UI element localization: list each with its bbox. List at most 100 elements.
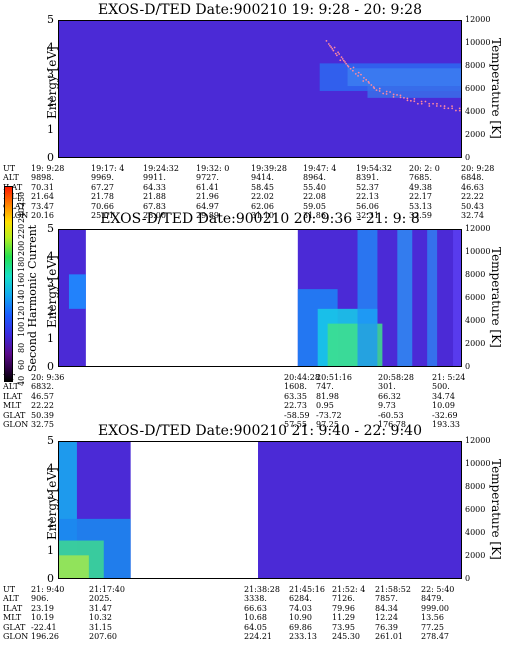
y-tick-3-3: 3 [47, 489, 54, 503]
spectrogram-1 [59, 21, 461, 157]
ephem-value-3-6-5: 278.47 [421, 632, 449, 641]
temperature-trace [406, 97, 409, 100]
ephem-value-3-6-2: 999.00 [421, 603, 449, 613]
temperature-trace [406, 99, 409, 102]
temperature-trace [428, 102, 431, 105]
temperature-trace [337, 51, 339, 54]
ephem-value-1-8-1: 6848. [461, 173, 484, 183]
y2-tick-3-0: 0 [465, 574, 471, 583]
ephem-value-3-0-3: 10.19 [31, 613, 54, 623]
ephem-row-label-1-glon: GLON [3, 211, 29, 220]
ephem-value-1-6-4: 56.06 [356, 201, 379, 211]
temperature-trace [347, 65, 350, 68]
ephem-value-1-1-4: 70.66 [91, 201, 114, 211]
ephem-value-3-1-0: 21:17:40 [89, 585, 125, 594]
temperature-trace [378, 87, 381, 90]
ephem-value-1-4-2: 58.45 [251, 182, 274, 192]
flux-late-edge [453, 230, 461, 366]
temperature-trace [352, 66, 355, 69]
y2-tick-1-6000: 6000 [465, 84, 486, 93]
colorbar-tick-60: 60 [17, 359, 26, 370]
temperature-trace [389, 91, 392, 93]
ephem-value-2-2-5: 97.25 [316, 420, 339, 429]
colorbar-tick-240: 240 [17, 207, 26, 223]
ephem-value-1-2-1: 9911. [143, 173, 166, 183]
ephem-value-1-5-5: 31.86 [303, 211, 326, 220]
ephem-value-1-2-5: 28.00 [143, 211, 166, 220]
ephem-value-1-0-5: 20.16 [31, 211, 54, 220]
ephem-row-label-3-alt: ALT [3, 594, 19, 604]
ephem-value-1-6-1: 8391. [356, 173, 379, 183]
ephem-value-1-6-2: 52.37 [356, 182, 379, 192]
ephem-value-3-4-1: 7126. [332, 594, 355, 604]
ephem-value-2-2-4: -73.72 [316, 410, 342, 420]
temperature-trace [345, 62, 348, 65]
ephem-value-2-4-3: 10.09 [432, 401, 455, 411]
temperature-trace [424, 100, 427, 103]
temperature-trace [420, 100, 423, 103]
ephem-value-1-8-3: 22.22 [461, 192, 484, 202]
y2-tick-3-8000: 8000 [465, 482, 486, 491]
temperature-trace [420, 102, 423, 105]
y-tick-1-4: 4 [47, 40, 54, 54]
ephem-row-label-1-glat: GLAT [3, 201, 26, 211]
y2-tick-1-4000: 4000 [465, 107, 486, 116]
temperature-trace [385, 93, 388, 95]
y-axis-label-2: Energy [eV] [45, 255, 59, 328]
temperature-trace [428, 105, 431, 107]
flux-late-column-2 [397, 230, 413, 366]
ephem-value-3-3-4: 69.86 [289, 622, 312, 632]
ephem-value-1-1-3: 21.78 [91, 192, 114, 202]
ephem-row-label-2-glat: GLAT [3, 410, 26, 420]
temperature-trace [340, 56, 343, 59]
ephem-value-1-5-1: 8964. [303, 173, 326, 183]
enhanced-flux-core [347, 68, 461, 87]
ephem-value-3-5-4: 76.39 [375, 622, 398, 632]
colorbar-tick-140: 140 [17, 289, 26, 305]
temperature-trace [375, 89, 378, 92]
y-tick-1-1: 1 [47, 123, 54, 137]
temperature-trace [351, 69, 354, 72]
y-tick-3-5: 5 [47, 434, 54, 447]
y-axis-label-1: Energy [eV] [45, 46, 59, 119]
temperature-trace [325, 40, 328, 42]
y-tick-2-0: 0 [47, 360, 54, 373]
ephem-value-1-7-0: 20: 2: 0 [409, 164, 440, 173]
flux-early-band [68, 274, 86, 309]
ephem-value-2-3-2: 66.32 [378, 391, 401, 401]
ephem-value-1-1-1: 9969. [91, 173, 114, 183]
flux-block-late [258, 442, 461, 578]
temperature-trace [447, 107, 450, 110]
y2-tick-1-2000: 2000 [465, 130, 486, 139]
temperature-trace [413, 97, 416, 100]
panel-title-2: EXOS-D/TED Date:900210 20: 9:36 - 21: 9:… [100, 211, 420, 227]
y-tick-2-3: 3 [47, 277, 54, 291]
temperature-trace [365, 78, 368, 81]
colorbar-tick-180: 180 [17, 256, 26, 272]
temperature-trace [432, 102, 434, 105]
temperature-trace [334, 52, 337, 55]
ephem-value-3-3-3: 10.90 [289, 613, 312, 623]
ephem-value-1-1-0: 19:17: 4 [91, 164, 125, 173]
ephem-value-1-8-4: 50.43 [461, 201, 484, 211]
ephem-value-3-0-0: 21: 9:40 [31, 585, 65, 594]
ephem-value-2-0-5: 32.75 [31, 420, 54, 429]
ephem-value-1-4-4: 62.06 [251, 201, 274, 211]
ephem-value-3-2-0: 21:38:28 [244, 585, 280, 594]
ephem-value-2-4-4: -32.69 [432, 410, 458, 420]
ephem-row-label-3-ut: UT [3, 585, 16, 594]
ephem-value-2-3-3: 9.73 [378, 401, 396, 411]
temperature-trace [378, 90, 381, 92]
ephem-row-label-2-mlt: MLT [3, 401, 22, 411]
ephem-value-3-2-5: 224.21 [244, 632, 272, 641]
y-tick-2-2: 2 [47, 304, 54, 318]
ephem-value-1-3-2: 61.41 [196, 182, 219, 192]
y-tick-2-1: 1 [47, 332, 54, 346]
ephem-value-1-0-3: 21.64 [31, 192, 54, 202]
ephem-value-2-4-2: 34.74 [432, 391, 455, 401]
ephem-value-2-0-3: 22.22 [31, 401, 54, 411]
ephem-row-label-3-mlt: MLT [3, 613, 22, 623]
y2-tick-2-8000: 8000 [465, 270, 486, 279]
ephem-value-3-3-1: 6284. [289, 594, 312, 604]
ephem-value-1-0-1: 9898. [31, 173, 54, 183]
